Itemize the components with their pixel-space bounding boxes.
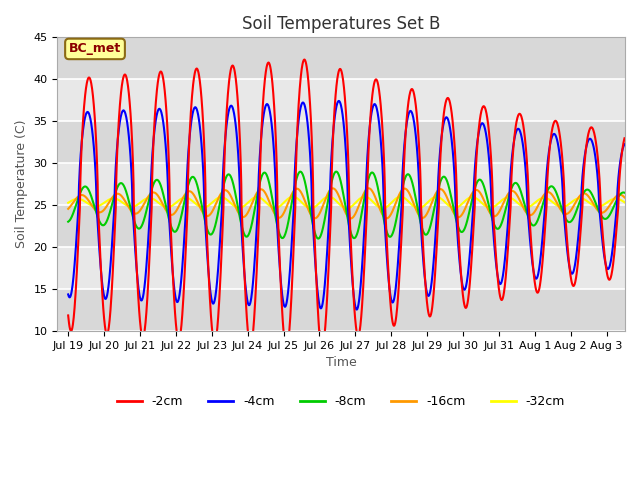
-32cm	[605, 199, 612, 204]
Bar	[58, 121, 625, 163]
-16cm	[65, 206, 72, 212]
-8cm	[605, 214, 612, 219]
-4cm	[503, 235, 511, 241]
-8cm	[335, 173, 343, 179]
-2cm	[321, 333, 328, 338]
Line: -4cm: -4cm	[68, 101, 625, 310]
-16cm	[503, 193, 511, 199]
-8cm	[621, 190, 628, 195]
-2cm	[605, 276, 612, 282]
-2cm	[503, 262, 511, 267]
-2cm	[301, 57, 308, 62]
-4cm	[605, 265, 612, 271]
-2cm	[605, 276, 612, 282]
-2cm	[335, 67, 343, 73]
-16cm	[93, 208, 100, 214]
-8cm	[314, 236, 322, 241]
-4cm	[335, 98, 342, 104]
Bar	[58, 289, 625, 331]
-4cm	[621, 141, 628, 147]
Bar	[58, 247, 625, 289]
Bar	[58, 79, 625, 121]
-2cm	[93, 148, 100, 154]
-16cm	[605, 204, 612, 210]
-16cm	[605, 204, 612, 209]
Legend: -2cm, -4cm, -8cm, -16cm, -32cm: -2cm, -4cm, -8cm, -16cm, -32cm	[112, 390, 570, 413]
Bar	[58, 37, 625, 79]
-4cm	[320, 291, 328, 297]
-4cm	[335, 98, 343, 104]
Bar	[58, 205, 625, 247]
Title: Soil Temperatures Set B: Soil Temperatures Set B	[242, 15, 440, 33]
-8cm	[332, 169, 340, 175]
Bar	[58, 163, 625, 205]
-32cm	[503, 195, 511, 201]
-4cm	[605, 266, 612, 272]
-32cm	[605, 198, 612, 204]
X-axis label: Time: Time	[326, 356, 356, 369]
-32cm	[361, 194, 369, 200]
-2cm	[621, 135, 628, 141]
-16cm	[365, 185, 372, 191]
Text: BC_met: BC_met	[69, 42, 121, 55]
-8cm	[321, 219, 328, 225]
-8cm	[65, 219, 72, 225]
-32cm	[320, 196, 328, 202]
-4cm	[353, 307, 360, 312]
Line: -2cm: -2cm	[68, 60, 625, 349]
-8cm	[93, 211, 100, 216]
-32cm	[335, 201, 342, 206]
-16cm	[335, 193, 342, 199]
Y-axis label: Soil Temperature (C): Soil Temperature (C)	[15, 120, 28, 248]
-32cm	[343, 205, 351, 211]
-8cm	[503, 202, 511, 208]
-8cm	[605, 213, 612, 219]
-4cm	[65, 291, 72, 297]
-16cm	[347, 216, 355, 221]
-32cm	[65, 200, 72, 205]
-16cm	[320, 200, 328, 206]
-4cm	[93, 203, 100, 209]
-2cm	[65, 312, 72, 318]
Line: -32cm: -32cm	[68, 197, 625, 208]
-2cm	[282, 346, 290, 352]
-32cm	[621, 199, 628, 205]
Line: -8cm: -8cm	[68, 172, 625, 239]
-32cm	[93, 204, 100, 209]
Line: -16cm: -16cm	[68, 188, 625, 218]
-16cm	[621, 194, 628, 200]
